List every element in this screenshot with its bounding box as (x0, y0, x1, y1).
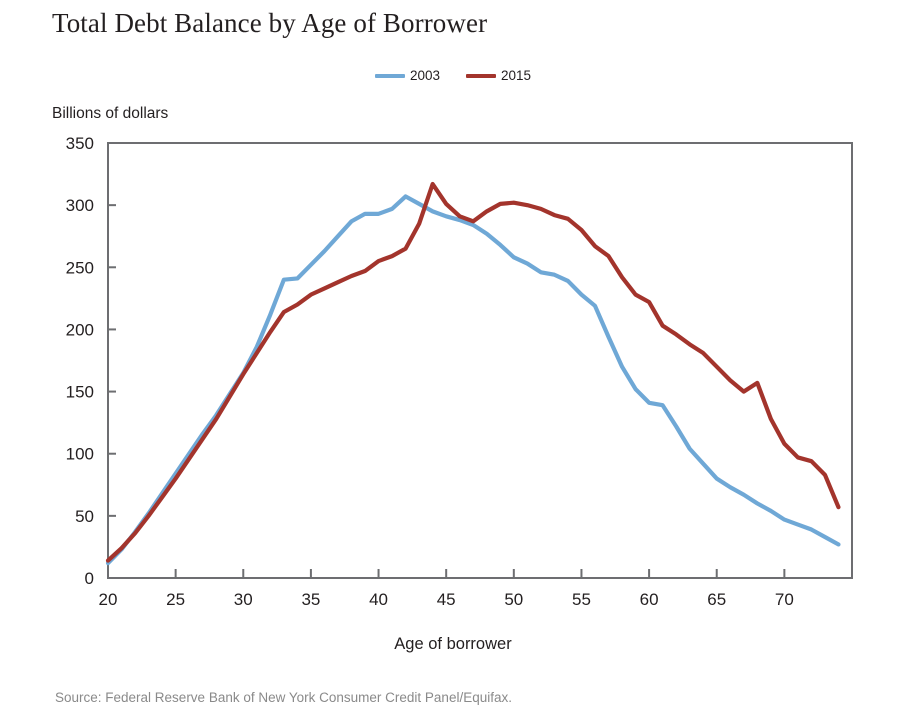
y-axis-tick-label: 50 (75, 507, 94, 526)
plot-frame (107, 142, 853, 579)
x-axis-tick-label: 45 (437, 590, 456, 609)
x-axis-title: Age of borrower (394, 635, 512, 653)
x-axis-tick-label: 70 (775, 590, 794, 609)
legend-swatch-2015 (466, 73, 496, 78)
y-axis-tick-label: 250 (66, 258, 94, 277)
y-axis-tick-label: 350 (66, 134, 94, 153)
y-axis-title: Billions of dollars (52, 105, 169, 122)
legend-item-2015[interactable]: 2015 (466, 68, 531, 83)
legend-label-2015: 2015 (501, 68, 532, 83)
y-axis-tick-label: 150 (66, 383, 94, 402)
data-line-2015 (105, 181, 841, 563)
legend-label-2003: 2003 (409, 68, 440, 83)
x-axis-tick-label: 60 (640, 590, 659, 609)
source-note: Source: Federal Reserve Bank of New York… (55, 690, 512, 705)
x-axis-tick-label: 65 (707, 590, 726, 609)
x-axis-tick-label: 40 (369, 590, 388, 609)
y-axis-tick-label: 100 (66, 445, 94, 464)
y-axis-tick-label: 0 (85, 569, 94, 588)
x-axis-tick-label: 20 (99, 590, 118, 609)
x-axis-tick-label: 35 (301, 590, 320, 609)
x-axis-tick-label: 55 (572, 590, 591, 609)
x-axis-tick-label: 30 (234, 590, 253, 609)
x-axis-tick-label: 25 (166, 590, 185, 609)
x-axis-tick-label: 50 (504, 590, 523, 609)
data-line-2003 (105, 194, 841, 566)
legend-swatch-2003 (374, 73, 405, 78)
y-axis-tick-label: 200 (66, 320, 94, 339)
chart-legend: 2003 2015 (0, 68, 906, 83)
page-title: Total Debt Balance by Age of Borrower (52, 8, 488, 38)
legend-item-2003[interactable]: 2003 (374, 68, 440, 83)
y-axis-tick-label: 300 (66, 196, 94, 215)
